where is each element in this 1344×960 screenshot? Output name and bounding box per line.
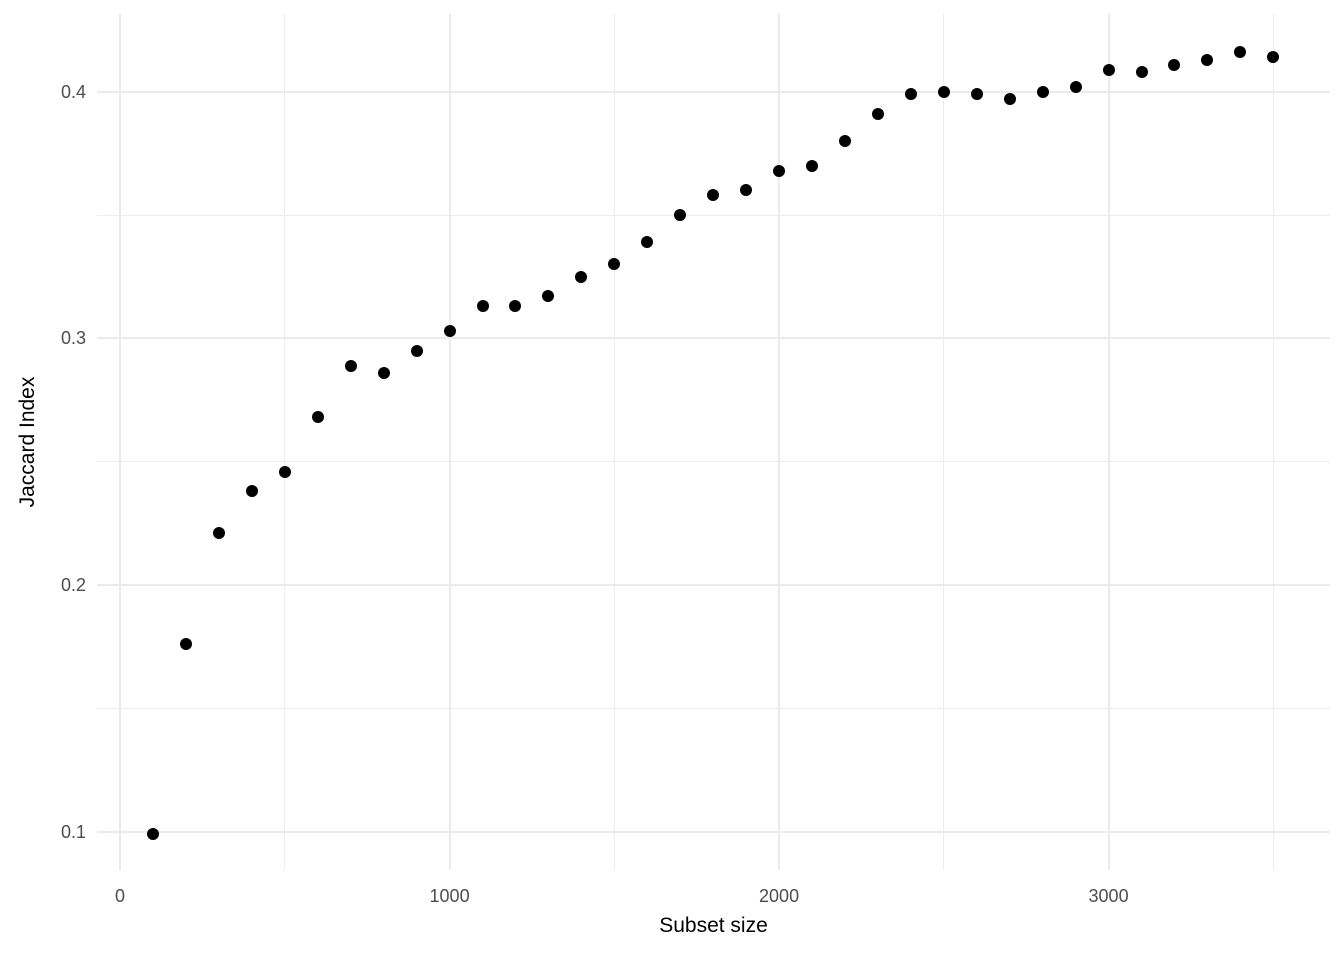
gridline-major-x [778,14,781,870]
data-point [740,184,753,197]
plot-panel [97,14,1330,870]
gridline-major-x [119,14,122,870]
y-tick-label: 0.3 [60,328,86,349]
data-point [245,485,258,498]
x-tick-label: 1000 [429,886,470,906]
gridline-major-y [97,90,1330,93]
data-point [806,159,819,172]
data-point [871,107,884,120]
data-point [937,85,950,98]
data-point [278,465,291,478]
data-point [1003,93,1016,106]
y-tick-label: 0.2 [60,575,86,596]
gridline-minor-x [943,14,945,870]
data-point [311,411,324,424]
y-axis-title: Jaccard Index [16,376,39,508]
data-point [509,300,522,313]
gridline-minor-y [97,707,1330,709]
data-point [773,164,786,177]
data-point [641,236,654,249]
x-axis-title: Subset size [659,914,768,937]
data-point [575,270,588,283]
data-point [1036,85,1049,98]
data-point [1102,63,1115,76]
data-point [1168,58,1181,71]
x-tick-label: 0 [115,886,126,906]
data-point [542,290,555,303]
data-point [476,300,489,313]
data-point [1135,65,1148,78]
data-point [1201,53,1214,66]
data-point [674,209,687,222]
gridline-minor-y [97,214,1330,216]
data-point [179,638,192,651]
gridline-major-x [448,14,451,870]
gridline-minor-x [613,14,615,870]
data-point [608,258,621,271]
gridline-minor-y [97,461,1330,463]
data-point [147,828,159,841]
data-point [410,344,423,357]
y-tick-label: 0.1 [60,821,86,842]
gridline-major-y [97,584,1330,587]
data-point [1069,80,1082,93]
gridline-minor-x [1272,14,1274,870]
data-point [443,324,456,337]
gridline-minor-x [284,14,286,870]
x-tick-label: 2000 [759,886,800,906]
data-point [377,366,390,379]
data-point [212,527,225,540]
data-point [1234,46,1247,59]
gridline-major-y [97,337,1330,340]
data-point [344,359,357,372]
data-point [1267,51,1280,64]
x-tick-label: 3000 [1088,886,1129,906]
data-point [970,88,983,101]
data-point [707,189,720,202]
data-point [838,135,851,148]
y-tick-label: 0.4 [60,81,86,102]
data-point [904,88,917,101]
gridline-major-y [97,830,1330,833]
gridline-major-x [1107,14,1110,870]
